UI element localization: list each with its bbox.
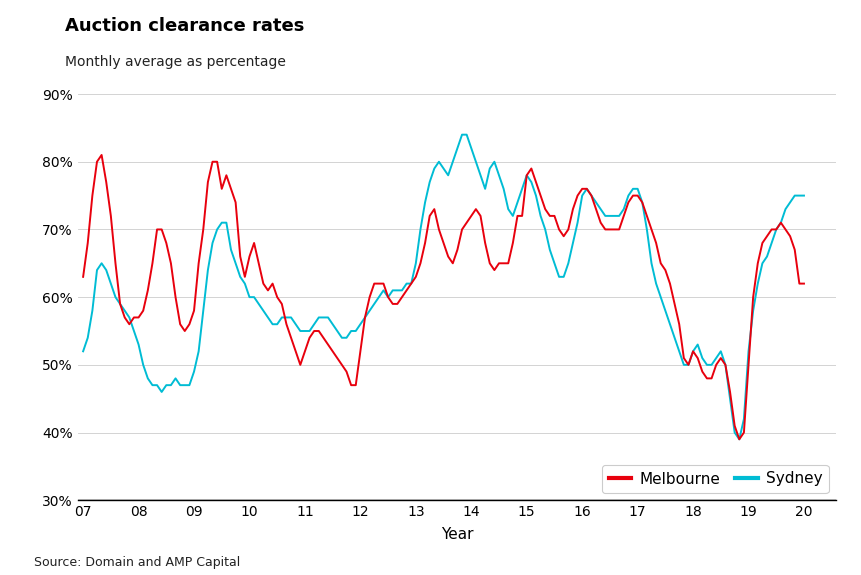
Line: Sydney: Sydney	[83, 135, 803, 439]
Sydney	[345, 328, 356, 335]
Sydney	[798, 192, 808, 199]
Sydney	[115, 301, 125, 308]
Sydney	[272, 321, 282, 328]
Text: Auction clearance rates: Auction clearance rates	[65, 17, 304, 35]
Melbourne	[96, 152, 107, 159]
Sydney	[456, 131, 467, 138]
Melbourne	[106, 212, 116, 219]
Sydney	[101, 267, 111, 274]
Text: Source: Domain and AMP Capital: Source: Domain and AMP Capital	[34, 556, 240, 569]
Melbourne	[276, 301, 287, 308]
Melbourne	[498, 260, 508, 267]
Melbourne	[798, 280, 808, 287]
Sydney	[77, 348, 88, 355]
X-axis label: Year: Year	[440, 527, 473, 542]
Melbourne	[77, 273, 88, 280]
Melbourne	[664, 280, 674, 287]
Melbourne	[734, 436, 744, 443]
Text: Monthly average as percentage: Monthly average as percentage	[65, 55, 285, 68]
Legend: Melbourne, Sydney: Melbourne, Sydney	[602, 465, 827, 493]
Melbourne	[120, 314, 130, 321]
Sydney	[734, 436, 744, 443]
Line: Melbourne: Melbourne	[83, 155, 803, 439]
Sydney	[664, 321, 674, 328]
Melbourne	[350, 382, 361, 389]
Sydney	[498, 185, 508, 192]
